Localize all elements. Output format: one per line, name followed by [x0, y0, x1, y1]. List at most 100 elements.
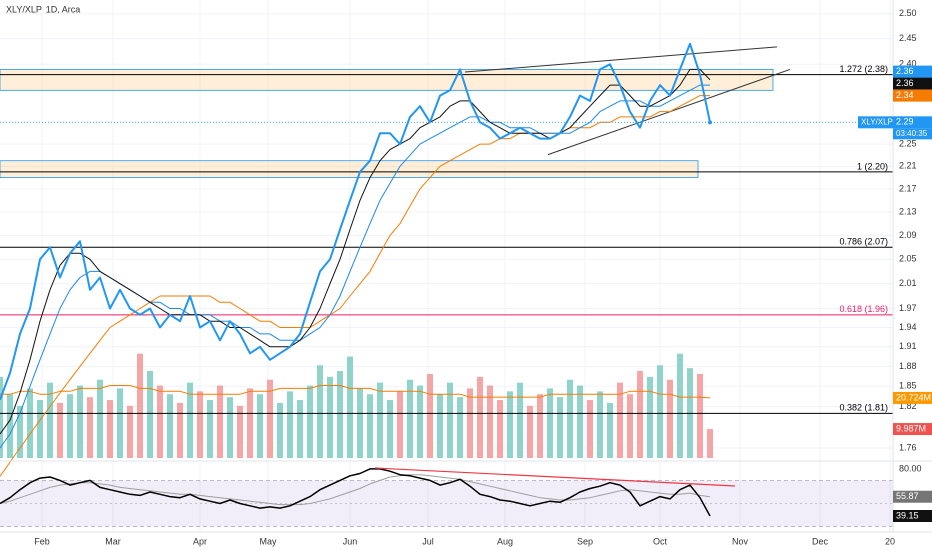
y-tick-label: 1.76 [899, 442, 917, 452]
volume-bar [117, 388, 123, 458]
y-tick-label: 2.01 [899, 278, 917, 288]
y-tick-label: 2.50 [899, 8, 917, 18]
volume-bar [297, 400, 303, 458]
volume-bar [7, 394, 13, 458]
y-tick-label: 2.17 [899, 183, 917, 193]
volume-bar [387, 400, 393, 458]
volume-bar [677, 353, 683, 458]
volume-bar [137, 353, 143, 458]
volume-bar [547, 388, 553, 458]
volume-bar [57, 402, 63, 458]
volume-bar [157, 385, 163, 458]
x-tick-label: Jul [422, 536, 434, 546]
y-tick-label: 2.45 [899, 33, 917, 43]
volume-bar [267, 379, 273, 458]
volume-bar [707, 429, 713, 458]
price-tag: 2.36 [896, 66, 914, 76]
countdown-box [893, 128, 932, 140]
volume-bar [597, 391, 603, 458]
volume-bar [0, 376, 3, 458]
volume-bar [617, 382, 623, 458]
symbol-tag: XLY/XLP [861, 117, 893, 126]
fib-label: 1 (2.20) [857, 161, 888, 171]
y-tick-label: 2.21 [899, 161, 917, 171]
volume-bar [637, 371, 643, 458]
volume-bar [167, 394, 173, 458]
price-line [0, 42, 711, 401]
volume-bar [317, 365, 323, 458]
y-tick-label: 2.25 [899, 139, 917, 149]
fib-label: 0.786 (2.07) [839, 237, 888, 247]
volume-bar [207, 400, 213, 458]
volume-tag: 20.724M [896, 392, 931, 402]
x-tick-label: Apr [193, 536, 207, 546]
ma-line [0, 84, 710, 449]
fib-label: 1.272 (2.38) [839, 64, 888, 74]
volume-bar [397, 391, 403, 458]
y-tick-label: 1.91 [899, 341, 917, 351]
price-tag: 2.29 [896, 117, 914, 127]
volume-bar [607, 402, 613, 458]
volume-bar [487, 385, 493, 458]
x-tick-label: Oct [653, 536, 668, 546]
volume-bar [237, 405, 243, 458]
volume-bar [337, 371, 343, 458]
fib-label: 0.618 (1.96) [839, 304, 888, 314]
volume-bar [467, 388, 473, 458]
symbol-tag-box [858, 116, 893, 129]
volume-bar [367, 394, 373, 458]
fib-label: 0.382 (1.81) [839, 403, 888, 413]
y-tick-label: 2.40 [899, 59, 917, 69]
volume-bar [247, 388, 253, 458]
volume-bar [647, 376, 653, 458]
volume-bar [37, 400, 43, 458]
volume-bar [347, 356, 353, 458]
volume-bar [627, 394, 633, 458]
volume-bar [27, 388, 33, 458]
rsi-tag-box [893, 490, 932, 503]
volume-bar [17, 405, 23, 458]
volume-bar [477, 376, 483, 458]
volume-bar [437, 394, 443, 458]
volume-bar [277, 402, 283, 458]
volume-bar [657, 365, 663, 458]
volume-ma-line [0, 385, 711, 399]
volume-bar [407, 379, 413, 458]
rsi-ma-line [0, 474, 711, 506]
volume-bar [177, 402, 183, 458]
x-tick-label: Mar [105, 536, 121, 546]
price-tag: 2.34 [896, 90, 914, 100]
price-tag-box [893, 89, 932, 102]
volume-bar [377, 382, 383, 458]
volume-bar [187, 382, 193, 458]
volume-bar [107, 400, 113, 458]
volume-bar [557, 397, 563, 458]
price-tag-box [893, 65, 932, 78]
volume-bar [77, 385, 83, 458]
x-tick-label: Feb [34, 536, 50, 546]
volume-bar [577, 385, 583, 458]
volume-bar [47, 382, 53, 458]
rsi-trendline [374, 467, 736, 487]
volume-bar [497, 400, 503, 458]
volume-bar [287, 391, 293, 458]
volume-bar [67, 394, 73, 458]
price-tag: 2.36 [896, 78, 914, 88]
y-tick-label: 1.97 [899, 303, 917, 313]
trendline [464, 46, 778, 73]
ma-line [0, 95, 710, 477]
volume-bar [197, 391, 203, 458]
volume-bar [447, 382, 453, 458]
volume-tag-box [893, 391, 932, 404]
price-tag-box [893, 116, 932, 129]
y-tick-label: 2.09 [899, 230, 917, 240]
volume-bar [587, 400, 593, 458]
ma-line [0, 68, 711, 435]
volume-bar [457, 397, 463, 458]
volume-bar [697, 373, 703, 458]
volume-bar [417, 385, 423, 458]
volume-bar [327, 376, 333, 458]
y-tick-label: 1.82 [899, 401, 917, 411]
price-tag-box [893, 77, 932, 90]
